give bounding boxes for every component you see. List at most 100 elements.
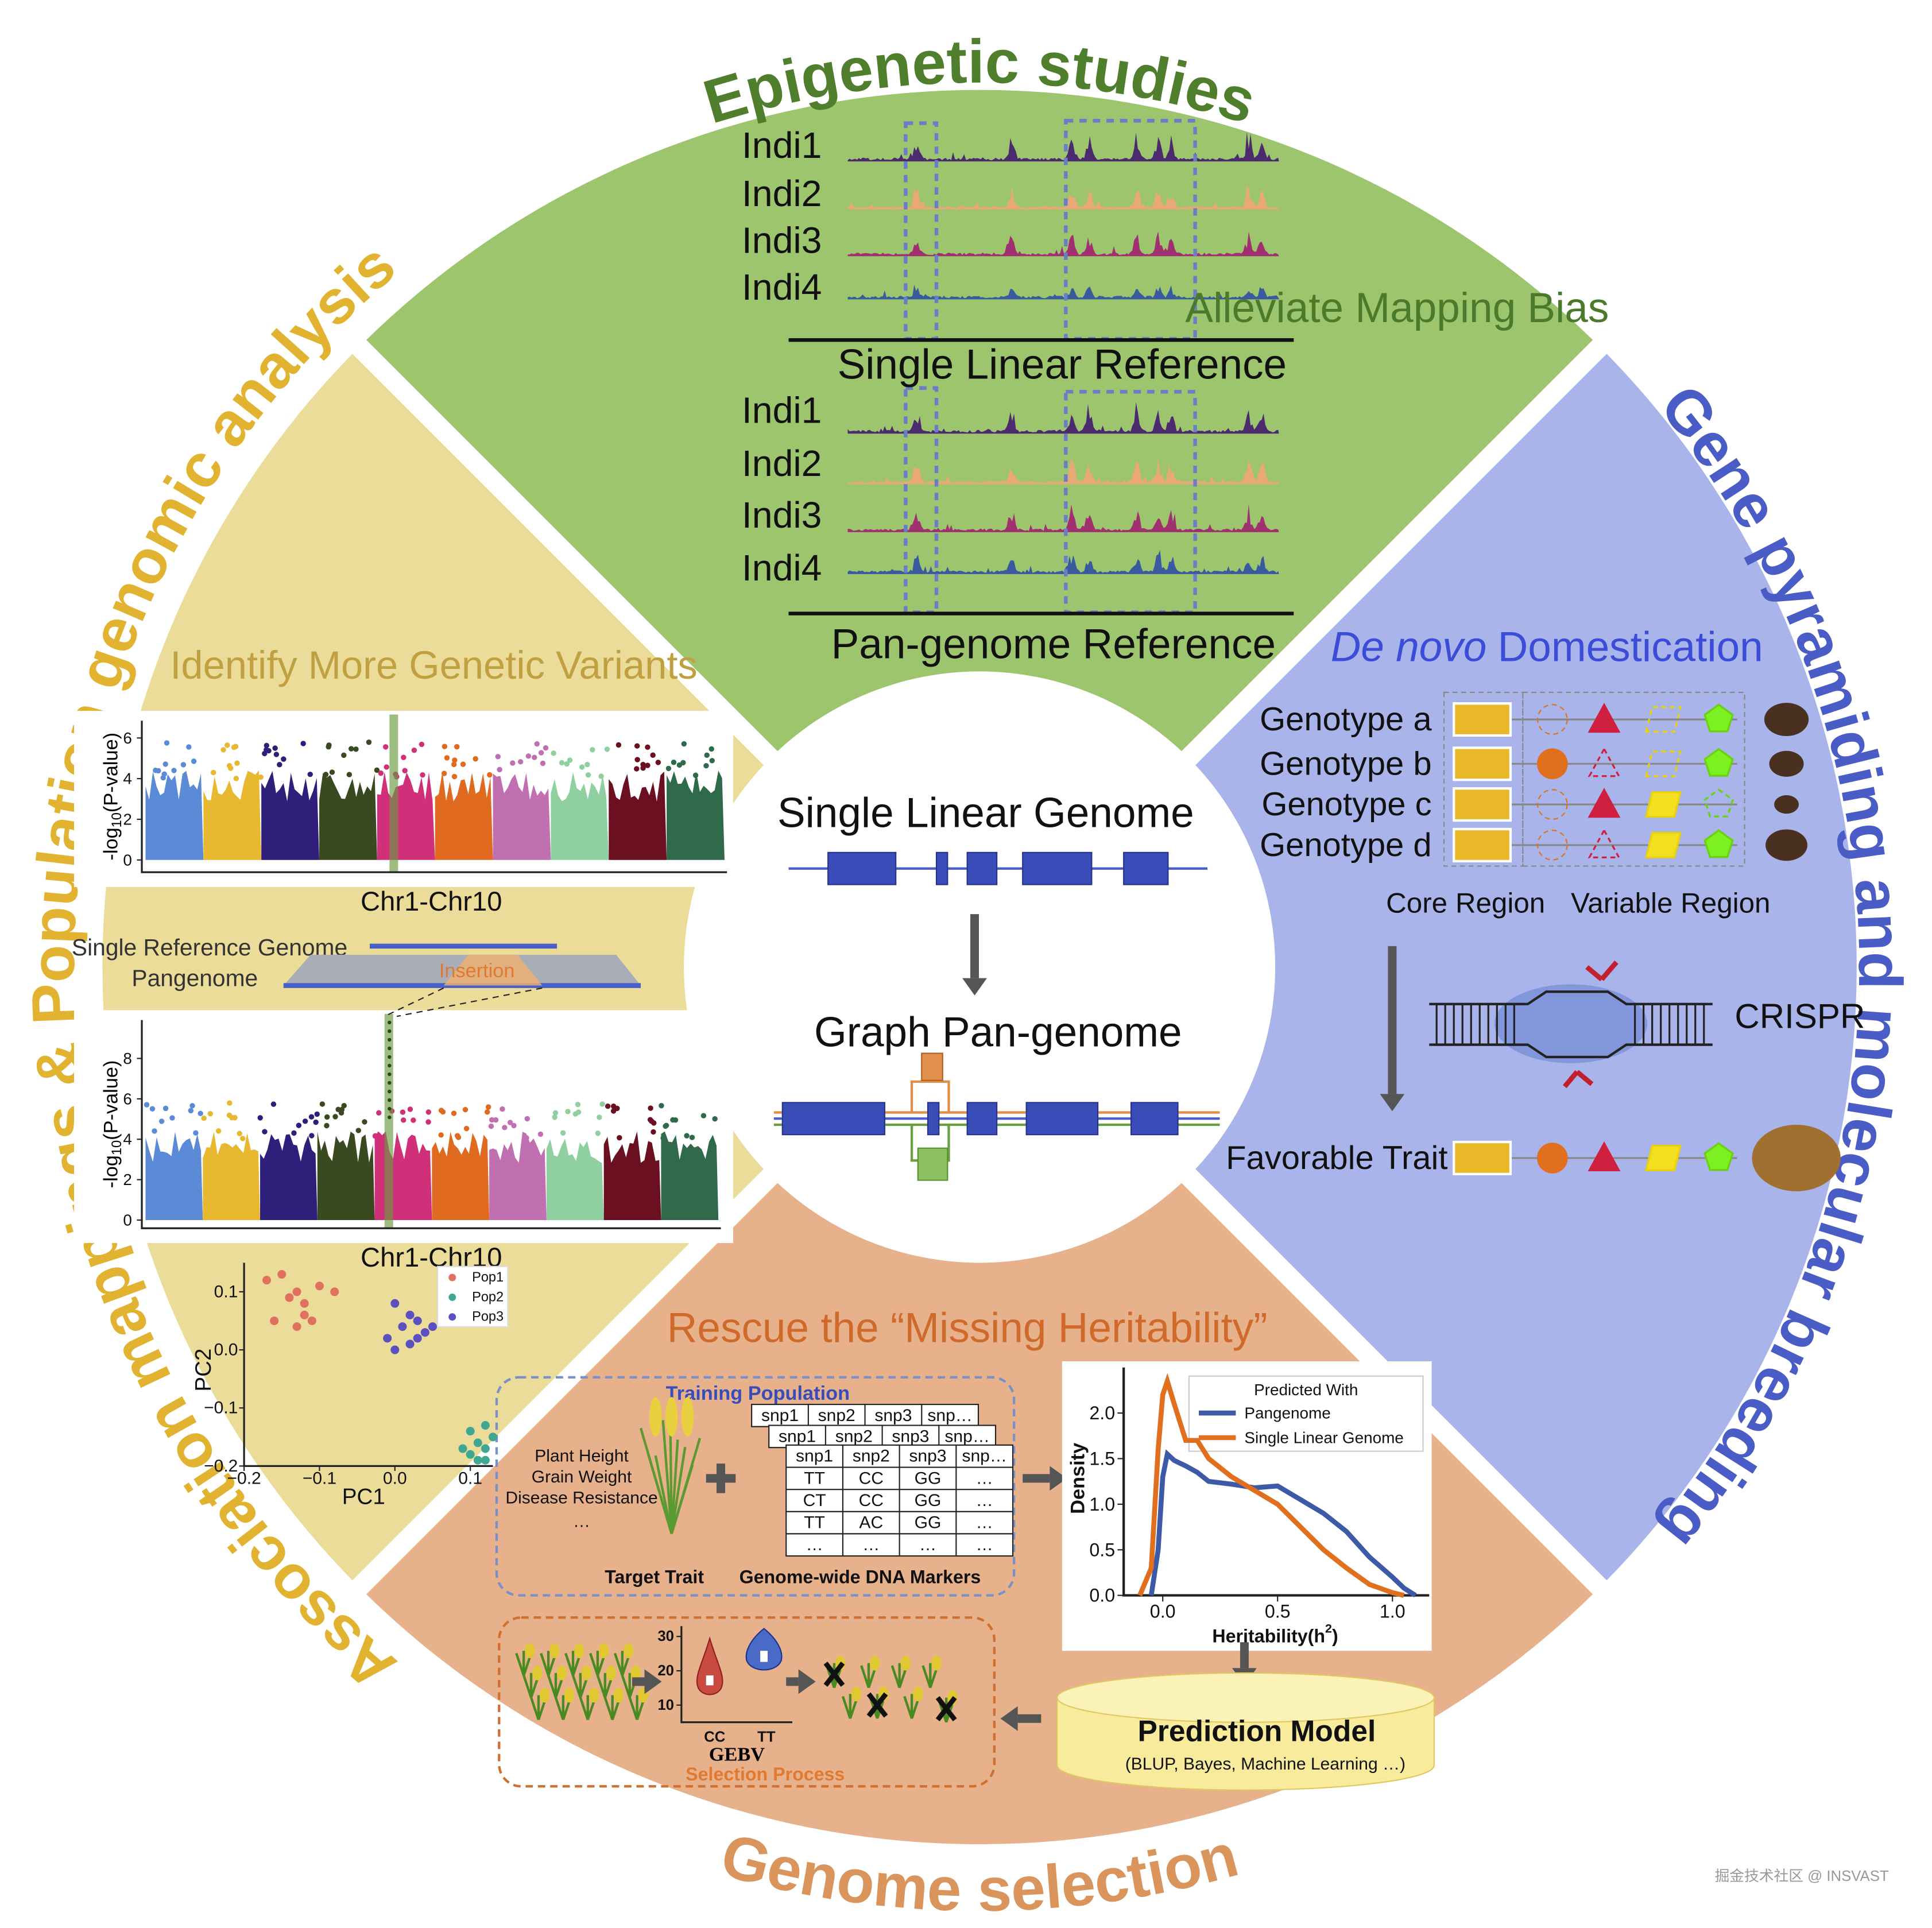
y-axis-label: -log10(P-value) [100, 1060, 125, 1188]
snp-point [680, 760, 686, 766]
snp-point [455, 1135, 462, 1140]
snp-point [590, 747, 595, 753]
gene-circle [1537, 830, 1568, 861]
snp-cluster [603, 1131, 661, 1221]
highlight [384, 1013, 393, 1229]
rice-panicle [649, 1397, 662, 1437]
pca-point [405, 1310, 415, 1319]
snp-point [264, 742, 270, 749]
core-gene [1453, 746, 1512, 781]
table-cell: GG [915, 1491, 942, 1510]
exon [827, 851, 897, 885]
gene-pentagon [1703, 1142, 1734, 1171]
gene-parallelogram [1644, 750, 1682, 777]
snp-point [355, 1128, 361, 1133]
exon [1022, 851, 1093, 885]
selection-box [498, 1616, 996, 1788]
y-tick-label: 8 [123, 1050, 132, 1067]
y-axis-label: PC2 [191, 1348, 216, 1391]
snp-cluster [317, 1131, 375, 1221]
snp-point [510, 760, 516, 766]
snp-point [579, 764, 585, 770]
snp-point [353, 746, 359, 752]
rice-leaf [670, 1439, 679, 1534]
rice-leaf [669, 1419, 673, 1534]
snp-point [500, 1106, 505, 1112]
snp-point [645, 762, 651, 768]
snp-point [372, 1133, 378, 1139]
snp-point [598, 773, 604, 779]
snp-point [648, 1105, 653, 1111]
snp-cluster [432, 1131, 490, 1221]
snp-point [231, 744, 237, 750]
heading-text: Domestication [1498, 624, 1763, 670]
pca-point [428, 1322, 437, 1331]
snp-point [420, 772, 425, 778]
x-tick-label: −0.2 [227, 1469, 261, 1488]
signal-track [847, 504, 1279, 532]
snp-point [517, 759, 524, 765]
snp-cluster [489, 1132, 547, 1221]
snp-point [552, 1114, 557, 1120]
snp-point [559, 760, 565, 766]
x-axis-label: GEBV [709, 1743, 765, 1765]
markers-label: Genome-wide DNA Markers [739, 1566, 981, 1587]
core-gene [1453, 827, 1512, 862]
snp-point [411, 1117, 416, 1123]
x-axis-label-part: ) [1332, 1625, 1338, 1646]
tuber [1764, 703, 1809, 737]
snp-point [681, 741, 687, 747]
snp-point [610, 1104, 617, 1109]
pca-point [270, 1316, 279, 1325]
snp-point [575, 1109, 582, 1115]
y-tick-label: 0 [123, 1211, 132, 1229]
table-cell: … [919, 1535, 936, 1554]
region-label: Core Region [1386, 887, 1545, 919]
snp-point [388, 1081, 392, 1085]
box [706, 1675, 714, 1686]
table-cell: AC [859, 1513, 883, 1532]
x-axis-label: Heritability(h2) [1212, 1622, 1338, 1647]
axis [141, 1020, 721, 1229]
gene-pentagon [1703, 748, 1734, 777]
snp-point [703, 762, 709, 769]
x-axis-label: PC1 [342, 1485, 385, 1509]
rice-panicle [665, 1397, 678, 1437]
gene-pentagon [1703, 703, 1734, 733]
snp-point [651, 1129, 656, 1135]
legend-label: Pop3 [472, 1310, 504, 1325]
snp-point [605, 1103, 611, 1109]
y-tick-label: 0.1 [214, 1282, 238, 1301]
highlight [389, 714, 398, 873]
dashed-region [1064, 390, 1197, 614]
reject-mark [935, 1696, 957, 1722]
pca-point [458, 1444, 467, 1453]
snp-point [665, 765, 672, 772]
field-panicle [540, 1687, 550, 1703]
individual-label: Indi4 [742, 547, 822, 589]
legend-marker [448, 1313, 456, 1321]
snp-point [313, 1119, 319, 1125]
table-header: snp… [944, 1427, 989, 1446]
snp-point [497, 766, 502, 773]
snp-point [489, 1117, 495, 1123]
snp-point [584, 761, 590, 768]
tuber [1752, 1125, 1841, 1191]
snp-point [308, 1114, 315, 1120]
snp-point [647, 1117, 653, 1122]
table-cell: TT [804, 1469, 825, 1488]
signal-track [847, 285, 1279, 300]
snp-point [346, 772, 353, 777]
snp-cluster [260, 1134, 318, 1221]
snp-point [239, 1136, 246, 1141]
snp-point [651, 1120, 657, 1126]
pca-point [277, 1270, 286, 1279]
pca-point [383, 1334, 392, 1343]
snp-point [551, 750, 556, 756]
snp-cluster [319, 773, 377, 860]
reference-label: Pan-genome Reference [831, 621, 1276, 668]
snp-point [388, 1029, 392, 1033]
signal-track [847, 456, 1279, 485]
y-tick-label: 0.5 [1089, 1539, 1115, 1560]
cylinder [1056, 1697, 1435, 1791]
